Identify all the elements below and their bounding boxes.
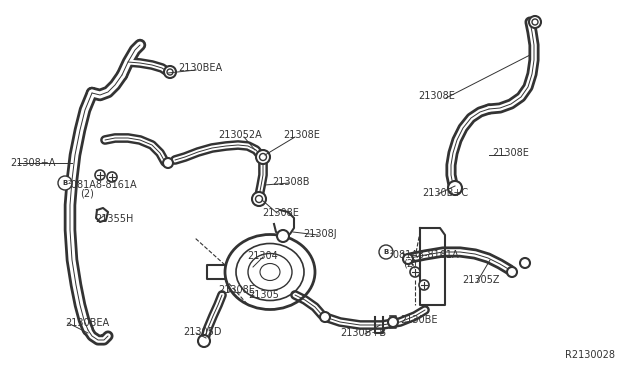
Text: 213052A: 213052A [218, 130, 262, 140]
Circle shape [379, 245, 393, 259]
Text: 21308E: 21308E [218, 285, 255, 295]
Text: (2): (2) [80, 189, 94, 199]
Circle shape [532, 19, 538, 25]
Circle shape [163, 158, 173, 168]
Circle shape [320, 312, 330, 322]
Circle shape [198, 335, 210, 347]
Text: ²081A8-8161A: ²081A8-8161A [390, 250, 460, 260]
Text: R2130028: R2130028 [565, 350, 615, 360]
Circle shape [256, 150, 270, 164]
Text: 21305D: 21305D [183, 327, 221, 337]
Text: 21308J: 21308J [303, 229, 337, 239]
Text: B: B [383, 249, 388, 255]
Text: 21355H: 21355H [95, 214, 133, 224]
Text: 2130BEA: 2130BEA [65, 318, 109, 328]
Text: 2130BE: 2130BE [400, 315, 438, 325]
Circle shape [507, 267, 517, 277]
Text: 2130B+B: 2130B+B [340, 328, 386, 338]
Circle shape [107, 172, 117, 182]
Circle shape [419, 280, 429, 290]
Circle shape [403, 254, 413, 264]
Text: (2): (2) [403, 259, 417, 269]
Text: B: B [62, 180, 68, 186]
Circle shape [529, 16, 541, 28]
Circle shape [95, 170, 105, 180]
Text: 21305Z: 21305Z [462, 275, 499, 285]
Circle shape [164, 66, 176, 78]
Circle shape [252, 192, 266, 206]
Text: 21304: 21304 [247, 251, 278, 261]
Circle shape [520, 258, 530, 268]
Text: 21308E: 21308E [418, 91, 455, 101]
Text: 2130B+C: 2130B+C [422, 188, 468, 198]
Circle shape [410, 267, 420, 277]
Text: 21308+A: 21308+A [10, 158, 56, 168]
Text: 21305: 21305 [248, 290, 279, 300]
Text: 21308E: 21308E [262, 208, 299, 218]
Text: ²081A8-8161A: ²081A8-8161A [68, 180, 138, 190]
Text: 21308E: 21308E [492, 148, 529, 158]
Text: 21308E: 21308E [283, 130, 320, 140]
Circle shape [448, 181, 462, 195]
Text: 2130BEA: 2130BEA [178, 63, 222, 73]
Circle shape [277, 230, 289, 242]
Circle shape [167, 69, 173, 75]
Circle shape [388, 317, 398, 327]
Circle shape [255, 196, 262, 202]
Circle shape [259, 154, 266, 160]
Circle shape [58, 176, 72, 190]
Text: 21308B: 21308B [272, 177, 310, 187]
